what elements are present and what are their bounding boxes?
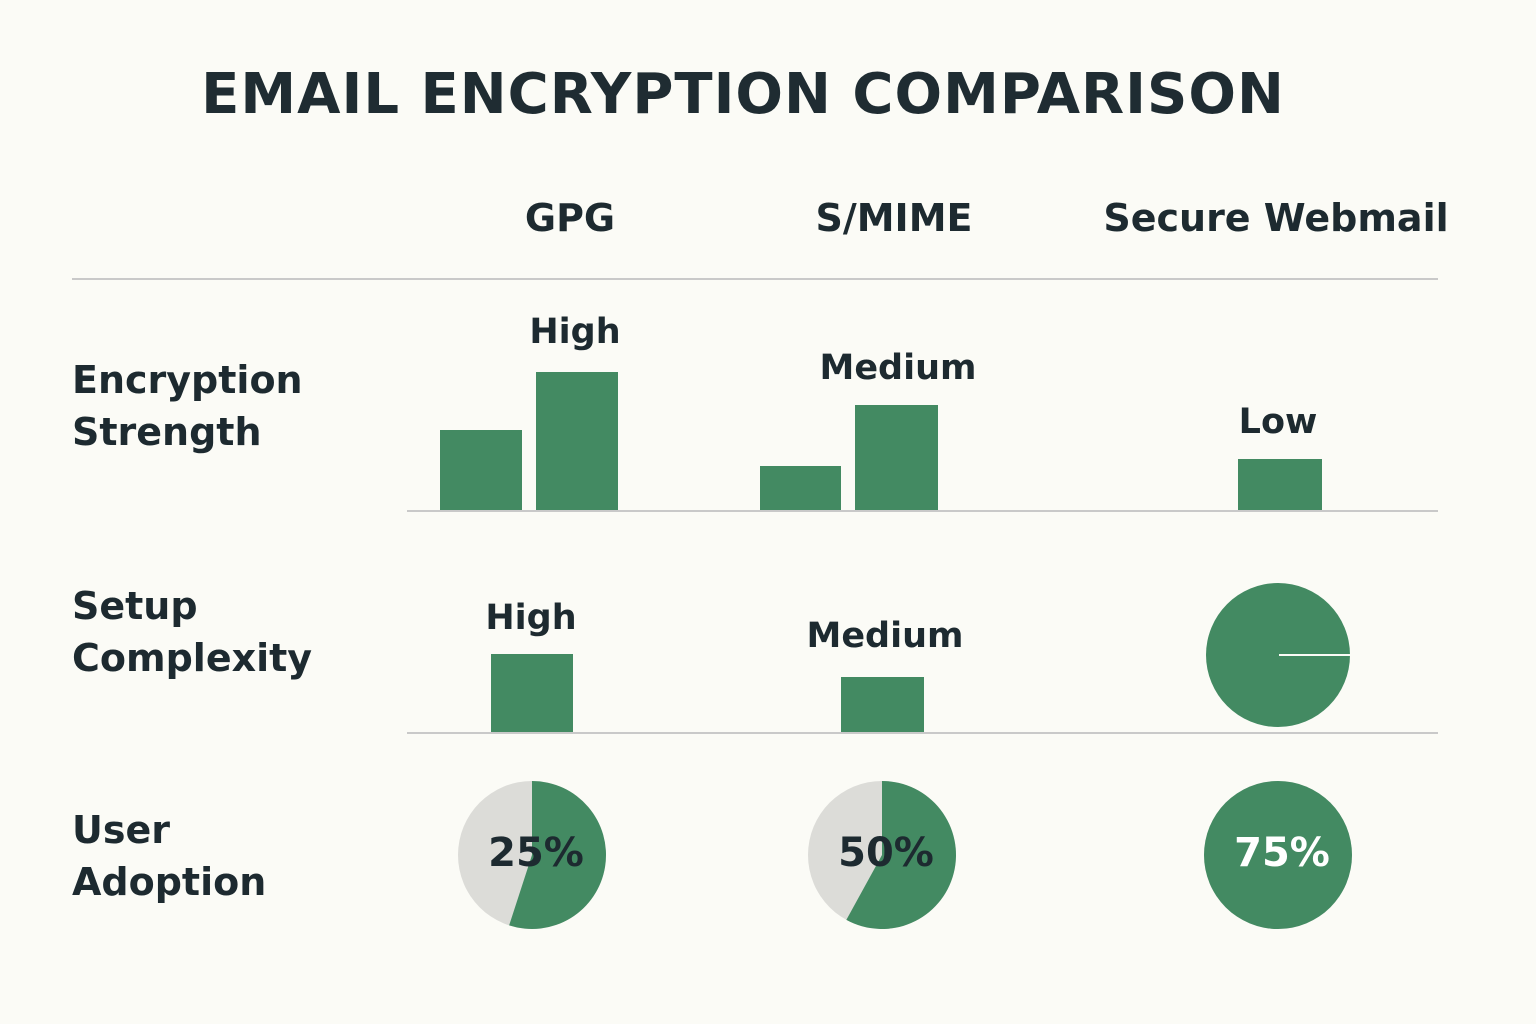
level-label-smime-strength: Medium (819, 348, 977, 388)
pct-label-gpg: 25% (488, 830, 584, 876)
row-label-line: Setup (72, 584, 198, 628)
pie-gpg-adoption (458, 781, 607, 929)
row2-baseline (407, 732, 1438, 734)
column-header-gpg: GPG (524, 196, 616, 240)
bar-smime-setup (841, 677, 924, 732)
bar-webmail-strength-1 (1238, 459, 1322, 510)
bar-gpg-strength-2 (536, 372, 618, 510)
row-label-line: Strength (72, 410, 262, 454)
chart-title: EMAIL ENCRYPTION COMPARISON (201, 62, 1285, 127)
column-header-smime: S/MIME (815, 196, 973, 240)
row-label-line: Adoption (72, 860, 267, 904)
row-label-user-adoption: User Adoption (72, 804, 266, 908)
level-label-gpg-strength: High (529, 312, 621, 352)
bar-smime-strength-1 (760, 466, 841, 510)
pct-label-webmail: 75% (1234, 830, 1330, 876)
circle-fill (1206, 583, 1350, 727)
pie-webmail-adoption (1204, 781, 1352, 929)
column-header-secure-webmail: Secure Webmail (1103, 196, 1449, 240)
row-label-encryption-strength: Encryption Strength (72, 354, 303, 458)
pie-smime-adoption (808, 781, 956, 930)
pie-slice (509, 781, 607, 929)
level-label-webmail-strength: Low (1238, 402, 1318, 442)
row-label-line: User (72, 808, 170, 852)
level-label-smime-setup: Medium (806, 616, 964, 656)
pct-label-smime: 50% (838, 830, 934, 876)
pie-slice (1204, 781, 1352, 929)
level-label-gpg-setup: High (485, 598, 577, 638)
bar-gpg-strength-1 (440, 430, 522, 510)
row1-baseline (407, 510, 1438, 512)
webmail-setup-circle (1206, 583, 1350, 727)
row-label-line: Complexity (72, 636, 313, 680)
header-divider (72, 278, 1438, 280)
bar-smime-strength-2 (855, 405, 938, 510)
bar-gpg-setup (491, 654, 573, 732)
pie-slice (846, 781, 956, 930)
row-label-setup-complexity: Setup Complexity (72, 580, 312, 684)
row-label-line: Encryption (72, 358, 303, 402)
